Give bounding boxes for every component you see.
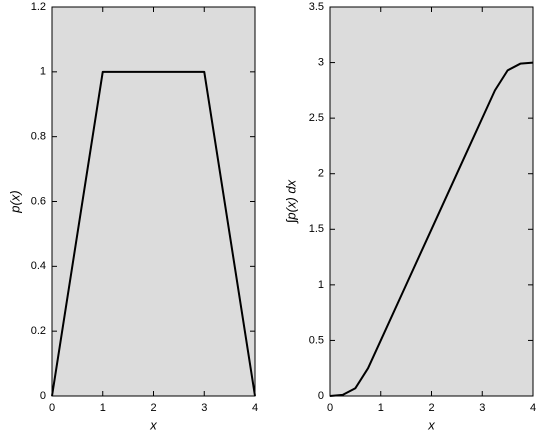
y-tick-label: 1.2 [31,1,46,13]
y-tick-label: 1 [318,279,324,291]
y-tick-label: 0.5 [309,334,324,346]
y-tick-label: 0.8 [31,131,46,143]
x-tick-label: 4 [530,402,536,414]
x-axis-label: x [427,417,435,432]
y-tick-label: 3 [318,56,324,68]
y-tick-label: 0.2 [31,325,46,337]
data-line [329,61,534,397]
x-tick-label: 2 [150,402,156,414]
x-tick-label: 0 [49,402,55,414]
x-tick-label: 1 [378,402,384,414]
x-tick-label: 1 [100,402,106,414]
y-tick-label: 1.5 [309,223,324,235]
y-tick-label: 0.4 [31,260,46,272]
x-tick-label: 3 [479,402,485,414]
x-tick-label: 2 [428,402,434,414]
y-tick-label: 0 [318,390,324,402]
y-axis-label: ∫p(x) dx [283,179,298,224]
x-axis-label: x [149,417,157,432]
y-tick-label: 0 [40,390,46,402]
y-tick-label: 0.6 [31,195,46,207]
x-tick-label: 4 [252,402,258,414]
x-tick-label: 0 [327,402,333,414]
y-tick-label: 3.5 [309,1,324,13]
x-tick-label: 3 [201,402,207,414]
y-tick-label: 1 [40,66,46,78]
y-tick-label: 2 [318,168,324,180]
y-axis-label: p(x) [7,190,22,213]
plot-area [329,6,534,397]
data-line [51,70,256,397]
y-tick-label: 2.5 [309,112,324,124]
